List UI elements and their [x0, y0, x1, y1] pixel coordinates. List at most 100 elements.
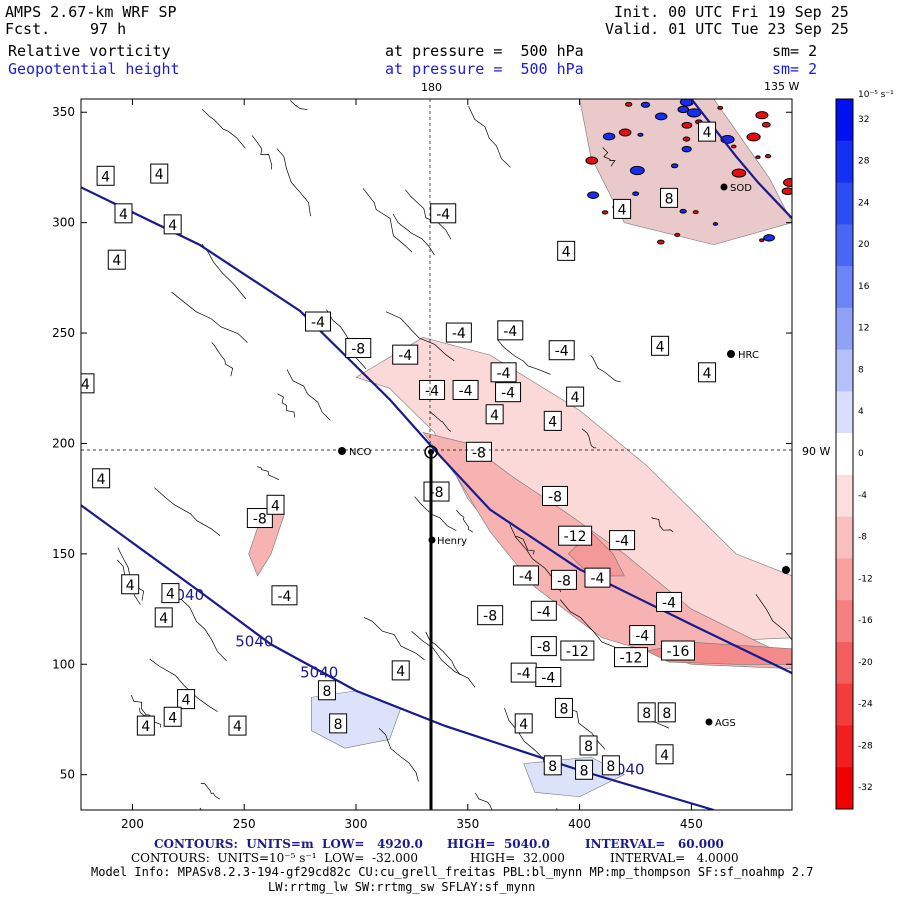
svg-text:4: 4	[396, 664, 405, 680]
vorticity-contours-info: CONTOURS: UNITS=10⁻⁵ s⁻¹ LOW= -32.000	[131, 851, 419, 865]
vorticity-contour	[581, 428, 597, 449]
vorticity-contour-label: -8	[465, 441, 492, 462]
vorticity-contour-label: -4	[430, 203, 457, 224]
colorbar-swatch	[836, 474, 853, 518]
svg-text:-4: -4	[436, 207, 450, 223]
vorticity-contour-label: 4	[651, 335, 670, 356]
svg-text:8: 8	[665, 191, 674, 207]
y-tick-label: 250	[52, 326, 75, 340]
svg-text:4: 4	[101, 169, 110, 185]
vorticity-contour	[290, 99, 308, 110]
vorticity-contour	[474, 792, 493, 810]
vorticity-contour	[651, 516, 674, 533]
vorticity-contour	[411, 631, 476, 688]
vorticity-contour	[201, 108, 246, 149]
vorticity-contour	[405, 189, 452, 240]
vorticity-contour	[200, 783, 220, 800]
vorticity-contour-label: -4	[530, 600, 557, 621]
svg-text:4: 4	[571, 390, 580, 406]
colorbar-tick-label: 16	[858, 282, 870, 292]
svg-text:4: 4	[119, 207, 128, 223]
svg-text:-4: -4	[459, 383, 473, 399]
vorticity-contour-label: -8	[345, 338, 372, 359]
svg-text:4: 4	[65, 297, 74, 313]
vorticity-contour	[602, 147, 616, 167]
strong-vorticity-cell	[763, 234, 775, 242]
vorticity-contour-label: 8	[575, 759, 594, 780]
strong-vorticity-cell	[657, 239, 665, 245]
vorticity-contour-label: -4	[535, 667, 562, 688]
colorbar-swatch	[836, 391, 853, 434]
vorticity-contour-label: 4	[485, 404, 504, 425]
vorticity-contour	[378, 728, 419, 782]
vorticity-contour-label: 4	[114, 203, 133, 224]
colorbar-tick-label: 4	[858, 407, 864, 417]
strong-vorticity-cell	[764, 154, 772, 159]
colorbar-tick-label: -16	[858, 616, 873, 626]
colorbar-swatch	[836, 683, 853, 726]
vorticity-contour	[385, 311, 455, 362]
colorbar-swatch	[836, 266, 853, 309]
colorbar-tick-label: 8	[858, 365, 864, 375]
svg-text:NCO: NCO	[349, 447, 371, 458]
vorticity-contour	[456, 510, 473, 533]
vorticity-contour	[429, 411, 452, 432]
field2-level: at pressure = 500 hPa	[385, 60, 584, 78]
svg-text:4: 4	[168, 710, 177, 726]
svg-text:-8: -8	[253, 512, 267, 528]
colorbar-tick-label: 20	[858, 240, 870, 250]
svg-text:-4: -4	[452, 326, 466, 342]
vorticity-contour-label: 4	[96, 165, 115, 186]
svg-text:-4: -4	[277, 589, 291, 605]
y-tick-label: 150	[52, 547, 75, 561]
vorticity-contours-interval: INTERVAL= 4.0000	[610, 851, 739, 865]
height-contour-label: 5040	[300, 664, 338, 682]
strong-vorticity-cell	[601, 210, 609, 215]
strong-vorticity-cell	[618, 128, 632, 137]
y-tick-label: 300	[52, 216, 75, 230]
valid-time: Valid. 01 UTC Tue 23 Sep 25	[605, 20, 849, 38]
vorticity-contour-label: 8	[579, 735, 598, 756]
field1-smoothing: sm= 2	[772, 42, 818, 60]
colorbar-swatch	[836, 224, 853, 267]
svg-text:4: 4	[155, 167, 164, 183]
x-tick-label: 200	[121, 817, 144, 831]
vorticity-contour-label: 4	[12, 442, 29, 461]
height-contours-high: HIGH= 5040.0	[447, 837, 550, 851]
svg-text:4: 4	[656, 339, 665, 355]
vorticity-contour-label: 8	[317, 680, 336, 701]
colorbar-swatch	[836, 307, 853, 351]
colorbar-swatch	[836, 349, 853, 392]
vorticity-contour	[211, 342, 234, 377]
svg-text:-8: -8	[548, 489, 562, 505]
vorticity-contour-label: 8	[660, 187, 679, 208]
vorticity-contour-label: 4	[154, 607, 173, 628]
svg-text:-12: -12	[620, 651, 643, 667]
vorticity-contour-label: 4	[698, 121, 717, 142]
y-tick-label: 100	[52, 657, 75, 671]
strong-vorticity-cell	[682, 136, 691, 142]
plot-frame	[80, 98, 793, 811]
vorticity-contour-label: -4	[629, 625, 656, 646]
strong-vorticity-cell	[677, 105, 690, 114]
svg-text:-4: -4	[662, 595, 676, 611]
height-contours-interval: INTERVAL= 60.000	[585, 837, 724, 851]
vorticity-contour	[154, 487, 221, 537]
vorticity-contour-label: -4	[584, 567, 611, 588]
lon-label-135w: 135 W	[764, 80, 799, 93]
height-contour-1	[81, 186, 792, 675]
strong-vorticity-cell	[755, 111, 769, 120]
svg-text:4: 4	[703, 125, 712, 141]
strong-vorticity-cell	[755, 155, 761, 159]
south-pole-marker	[424, 445, 438, 459]
svg-text:AGS: AGS	[715, 718, 736, 729]
strong-vorticity-cell	[730, 144, 737, 149]
vorticity-contour-label: -4	[490, 362, 517, 383]
vorticity-contour-label: -4	[609, 530, 636, 551]
vorticity-contour	[755, 593, 792, 641]
svg-text:4: 4	[16, 445, 25, 461]
svg-text:-4: -4	[555, 344, 569, 360]
colorbar-tick-label: -8	[858, 533, 867, 543]
init-time: Init. 00 UTC Fri 19 Sep 25	[614, 3, 849, 21]
vorticity-contour-label: 4	[655, 744, 674, 765]
